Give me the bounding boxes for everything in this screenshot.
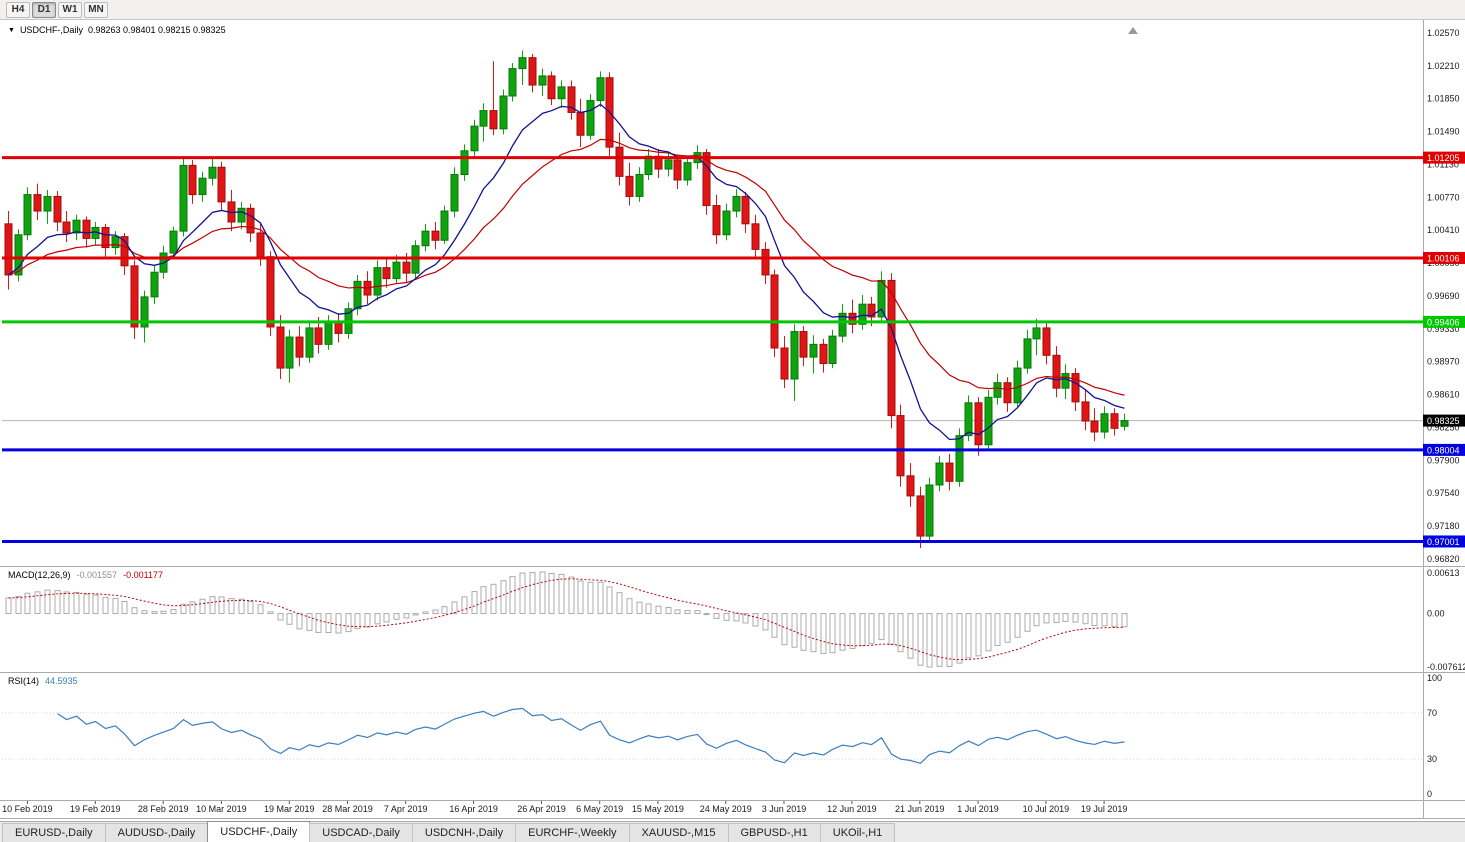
timeframe-toolbar: H4 D1 W1 MN [0, 0, 1465, 20]
timeframe-button-w1[interactable]: W1 [58, 1, 82, 18]
price-axis[interactable]: 1.02570 1.02210 1.01850 1.01490 1.01130 1.007… [1427, 28, 1460, 564]
svg-text:0.97001: 0.97001 [1427, 537, 1460, 547]
svg-text:28 Feb 2019: 28 Feb 2019 [138, 804, 189, 814]
svg-text:0.99690: 0.99690 [1427, 291, 1460, 301]
chart-shift-marker[interactable] [1128, 27, 1138, 34]
svg-text:1.01490: 1.01490 [1427, 127, 1460, 137]
svg-text:0.98610: 0.98610 [1427, 390, 1460, 400]
chart-menu-icon[interactable]: ▼ [8, 26, 15, 34]
pane-separators [0, 20, 1465, 819]
price-level-labels: 1.01205 1.00106 0.99406 0.98004 0.97001 [1423, 151, 1465, 548]
svg-text:1.00770: 1.00770 [1427, 192, 1460, 202]
svg-text:1.02210: 1.02210 [1427, 61, 1460, 71]
svg-text:1.01130: 1.01130 [1427, 159, 1459, 169]
chart-tab-gbpusd-h1[interactable]: GBPUSD-,H1 [727, 823, 821, 842]
svg-text:1.02570: 1.02570 [1427, 28, 1460, 38]
ma-fast-line [8, 103, 1125, 441]
svg-text:28 Mar 2019: 28 Mar 2019 [322, 804, 373, 814]
svg-text:70: 70 [1427, 708, 1437, 718]
macd-signal-line [8, 578, 1125, 661]
svg-text:1.00106: 1.00106 [1427, 253, 1460, 263]
candles-layer [4, 50, 1129, 548]
chart-tab-xauusd-m15[interactable]: XAUUSD-,M15 [628, 823, 729, 842]
macd-name: MACD(12,26,9) [8, 570, 71, 580]
svg-text:100: 100 [1427, 673, 1442, 683]
macd-histogram [5, 571, 1128, 668]
svg-text:0.99406: 0.99406 [1427, 317, 1460, 327]
svg-text:0.97900: 0.97900 [1427, 455, 1460, 465]
chart-tab-bar: EURUSD-,Daily AUDUSD-,Daily USDCHF-,Daily U… [0, 821, 1465, 842]
svg-text:0: 0 [1427, 789, 1432, 799]
chart-tab-eurchf-weekly[interactable]: EURCHF-,Weekly [515, 823, 630, 842]
macd-signal-value: -0.001177 [123, 570, 163, 580]
svg-text:12 Jun 2019: 12 Jun 2019 [827, 804, 877, 814]
rsi-axis[interactable]: 100 70 30 0 [1427, 673, 1442, 799]
svg-text:0.98004: 0.98004 [1427, 445, 1460, 455]
svg-text:0.00: 0.00 [1427, 609, 1445, 619]
chart-tab-audusd-daily[interactable]: AUDUSD-,Daily [104, 823, 209, 842]
svg-text:7 Apr 2019: 7 Apr 2019 [384, 804, 428, 814]
chart-symbol-period: USDCHF-,Daily [19, 25, 83, 35]
macd-axis[interactable]: 0.00613 0.00 -0.007612 [1427, 568, 1465, 672]
svg-text:19 Mar 2019: 19 Mar 2019 [264, 804, 315, 814]
svg-text:30: 30 [1427, 754, 1437, 764]
rsi-line [57, 707, 1125, 764]
svg-text:0.97180: 0.97180 [1427, 521, 1460, 531]
svg-text:6 May 2019: 6 May 2019 [576, 804, 623, 814]
timeframe-button-mn[interactable]: MN [84, 1, 108, 18]
chart-tab-ukoil-h1[interactable]: UKOil-,H1 [819, 823, 896, 842]
svg-text:1 Jul 2019: 1 Jul 2019 [957, 804, 999, 814]
svg-text:16 Apr 2019: 16 Apr 2019 [449, 804, 498, 814]
svg-text:10 Jul 2019: 10 Jul 2019 [1023, 804, 1070, 814]
macd-main-value: -0.001557 [76, 570, 118, 580]
svg-text:10 Feb 2019: 10 Feb 2019 [2, 804, 53, 814]
svg-text:19 Feb 2019: 19 Feb 2019 [70, 804, 121, 814]
svg-text:0.98970: 0.98970 [1427, 357, 1460, 367]
rsi-name: RSI(14) [8, 676, 40, 686]
chart-tabs: EURUSD-,Daily AUDUSD-,Daily USDCHF-,Daily U… [2, 821, 896, 842]
svg-text:15 May 2019: 15 May 2019 [632, 804, 684, 814]
timeframe-button-d1[interactable]: D1 [32, 1, 56, 18]
chart-tab-usdchf-daily[interactable]: USDCHF-,Daily [207, 821, 311, 842]
svg-text:3 Jun 2019: 3 Jun 2019 [762, 804, 807, 814]
svg-text:24 May 2019: 24 May 2019 [700, 804, 752, 814]
current-price-label: 0.98325 [1423, 414, 1465, 427]
chart-title: ▼ USDCHF-,Daily 0.98263 0.98401 0.98215 … [8, 25, 226, 35]
chart-tab-eurusd-daily[interactable]: EURUSD-,Daily [2, 823, 106, 842]
svg-text:0.99330: 0.99330 [1427, 324, 1460, 334]
svg-text:0.97540: 0.97540 [1427, 488, 1460, 498]
rsi-value: 44.5935 [45, 676, 78, 686]
svg-text:1.00410: 1.00410 [1427, 225, 1460, 235]
ma-slow-line [8, 138, 1125, 396]
svg-text:1.01205: 1.01205 [1427, 153, 1460, 163]
timeframe-button-h4[interactable]: H4 [6, 1, 30, 18]
svg-text:19 Jul 2019: 19 Jul 2019 [1081, 804, 1128, 814]
rsi-indicator-label: RSI(14) 44.5935 [8, 676, 78, 686]
svg-text:0.96820: 0.96820 [1427, 554, 1460, 564]
level-lines[interactable] [2, 156, 1423, 543]
timeframe-button-group: H4 D1 W1 MN [6, 1, 108, 18]
svg-text:0.00613: 0.00613 [1427, 568, 1460, 578]
svg-text:10 Mar 2019: 10 Mar 2019 [196, 804, 247, 814]
svg-text:0.98325: 0.98325 [1427, 416, 1460, 426]
chart-ohlc-readout: 0.98263 0.98401 0.98215 0.98325 [87, 25, 226, 35]
chart-tab-usdcnh-daily[interactable]: USDCNH-,Daily [411, 823, 517, 842]
chart-tab-usdcad-daily[interactable]: USDCAD-,Daily [309, 823, 413, 842]
svg-text:1.01850: 1.01850 [1427, 94, 1460, 104]
macd-indicator-label: MACD(12,26,9) -0.001557 -0.001177 [8, 570, 163, 580]
svg-text:0.98250: 0.98250 [1427, 422, 1460, 432]
svg-text:-0.007612: -0.007612 [1427, 662, 1465, 672]
rsi-levels [2, 712, 1423, 760]
svg-text:26 Apr 2019: 26 Apr 2019 [517, 804, 566, 814]
date-axis[interactable]: 10 Feb 2019 19 Feb 2019 28 Feb 2019 10 Mar … [2, 801, 1127, 814]
svg-text:21 Jun 2019: 21 Jun 2019 [895, 804, 945, 814]
